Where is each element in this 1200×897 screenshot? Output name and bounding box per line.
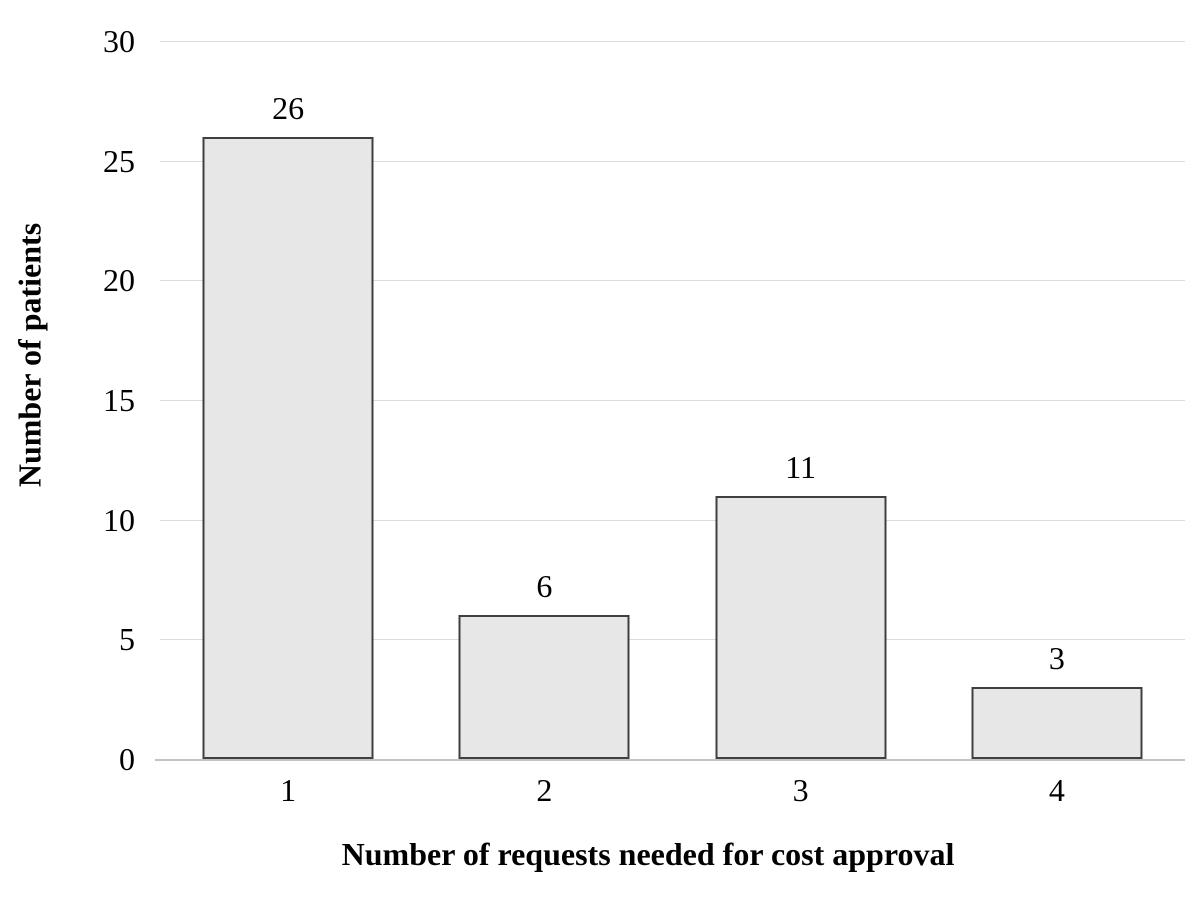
bar-value-label-3: 11 <box>785 448 817 485</box>
x-tick-label-3: 3 <box>792 772 809 808</box>
gridline-y-25 <box>160 160 1185 162</box>
y-tick-label-30: 30 <box>103 23 135 59</box>
y-tick-label-25: 25 <box>103 142 135 179</box>
y-tick-label-5: 5 <box>119 621 135 658</box>
x-tick-label-4: 4 <box>1048 772 1065 808</box>
y-tick-label-20: 20 <box>103 262 135 299</box>
gridline-y-20 <box>160 280 1185 282</box>
gridline-y-5 <box>160 639 1185 641</box>
gridline-y-15 <box>160 400 1185 401</box>
gridline-y-10 <box>160 519 1185 521</box>
bar-category-4 <box>971 687 1143 759</box>
bar-category-1 <box>202 136 374 759</box>
x-tick-label-1: 1 <box>280 772 297 808</box>
x-tick-label-2: 2 <box>536 772 553 808</box>
y-axis-title: Number of patients <box>11 222 48 488</box>
bar-value-label-1: 26 <box>272 89 305 126</box>
y-tick-label-15: 15 <box>103 382 135 418</box>
bar-category-2 <box>458 615 630 759</box>
bar-value-label-2: 6 <box>536 568 553 605</box>
x-axis-title: Number of requests needed for cost appro… <box>341 836 955 872</box>
bar-value-label-4: 3 <box>1048 640 1065 677</box>
y-tick-label-0: 0 <box>119 741 135 777</box>
x-axis-line <box>155 759 1185 761</box>
bar-category-3 <box>715 495 887 759</box>
plot-area <box>160 41 1185 760</box>
y-tick-label-10: 10 <box>103 501 135 538</box>
gridline-y-30 <box>160 41 1185 42</box>
